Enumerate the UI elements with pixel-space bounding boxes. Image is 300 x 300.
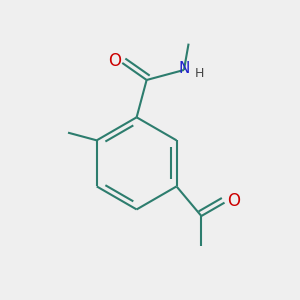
Text: N: N — [179, 61, 190, 76]
Text: O: O — [227, 192, 240, 210]
Text: O: O — [108, 52, 121, 70]
Text: H: H — [195, 67, 205, 80]
